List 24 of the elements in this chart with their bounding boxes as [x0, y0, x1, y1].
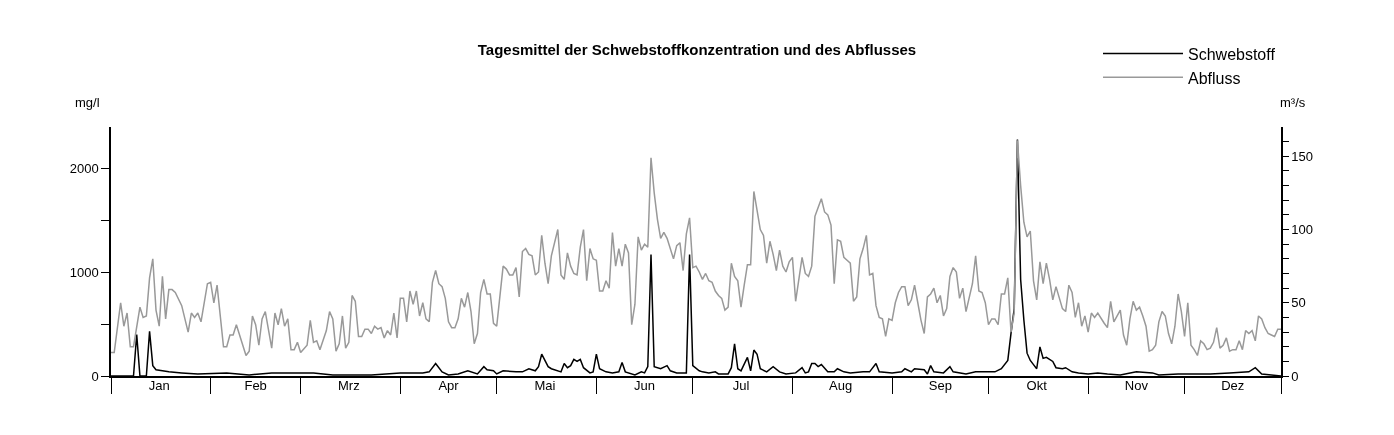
legend-label: Schwebstoff: [1188, 45, 1276, 63]
x-tick-label: Aug: [829, 378, 853, 393]
x-tick-label: Mrz: [338, 378, 360, 393]
x-tick-label: Sep: [928, 378, 952, 393]
x-tick-label: Mai: [534, 378, 556, 393]
x-tick-label: Okt: [1026, 378, 1048, 393]
x-tick-label: Apr: [438, 378, 460, 393]
x-tick-label: Jun: [634, 378, 656, 393]
y-axis-title: mg/l: [75, 95, 100, 110]
x-tick-label: Dez: [1221, 378, 1245, 393]
chart-title: Tagesmittel der Schwebstoffkonzentration und des Abflusses: [477, 41, 917, 59]
y-tick-label: 1000: [69, 264, 99, 280]
x-tick-label: Jan: [148, 378, 170, 393]
y2-axis-title: m³/s: [1280, 95, 1306, 110]
y2-tick-label: 150: [1291, 148, 1314, 164]
x-tick-label: Nov: [1124, 378, 1149, 393]
x-tick-label: Jul: [732, 378, 750, 393]
y2-tick-label: 100: [1291, 222, 1314, 238]
y2-tick-label: 50: [1291, 295, 1306, 311]
y2-tick-label: 0: [1291, 368, 1299, 384]
y-tick-label: 2000: [69, 161, 99, 177]
x-tick-label: Feb: [244, 378, 267, 393]
y-tick-label: 0: [91, 368, 99, 384]
legend-label: Abfluss: [1188, 69, 1241, 87]
